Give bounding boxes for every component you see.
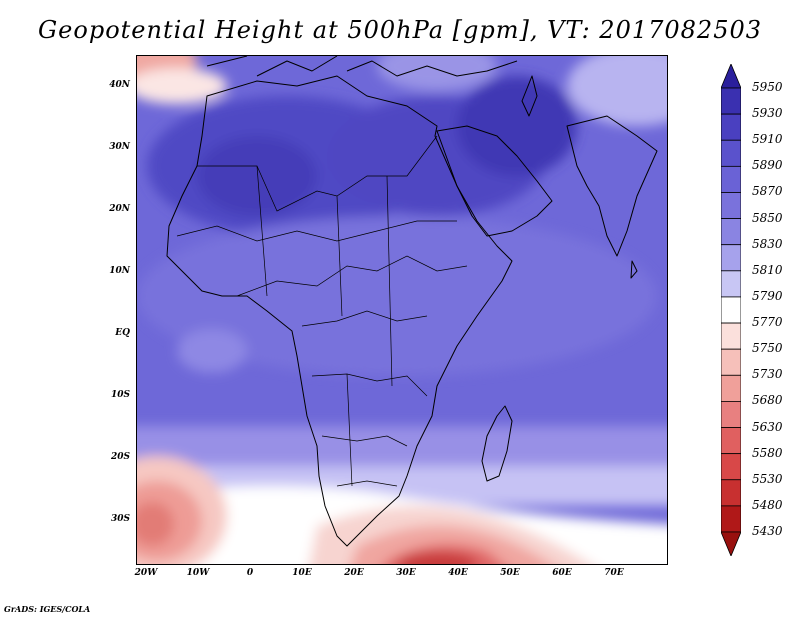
colorbar-label: 5950 xyxy=(752,80,783,94)
lon-tick-10e: 10E xyxy=(292,568,312,578)
lon-tick-40e: 40E xyxy=(448,568,468,578)
border-equator xyxy=(301,310,428,327)
africa-outline xyxy=(166,75,513,547)
colorbar-label: 5850 xyxy=(752,210,783,225)
colorbar-swatch xyxy=(721,479,741,507)
s-trough-center xyxy=(397,552,477,564)
colorbar-label: 5870 xyxy=(752,184,783,199)
colorbar-label: 5750 xyxy=(752,341,783,356)
arabia-outline xyxy=(436,125,553,237)
srilanka-outline xyxy=(630,260,638,279)
colorbar-swatch xyxy=(721,87,741,115)
colorbar-label: 5530 xyxy=(752,471,783,486)
colorbar-swatch xyxy=(721,113,741,141)
lon-tick-20e: 20E xyxy=(344,568,364,578)
coastlines xyxy=(166,56,658,547)
colorbar-label: 5430 xyxy=(752,524,783,538)
colorbar-swatch xyxy=(721,401,741,428)
colorbar-swatch xyxy=(721,427,741,455)
colorbar xyxy=(721,64,741,556)
border-vertical xyxy=(256,165,393,487)
lat-tick-20n: 20N xyxy=(109,204,130,214)
lat-tick-30s: 30S xyxy=(110,514,130,524)
nw-low-edge xyxy=(137,68,227,104)
colorbar-label: 5580 xyxy=(752,445,783,460)
lon-tick-20w: 20W xyxy=(134,568,158,578)
colorbar-label: 5770 xyxy=(752,315,783,330)
colorbar-label: 5630 xyxy=(752,419,783,434)
colorbar-label: 5890 xyxy=(752,158,783,173)
lon-tick-50e: 50E xyxy=(500,568,520,578)
colorbar-label: 5810 xyxy=(752,262,783,277)
lat-tick-eq: EQ xyxy=(115,328,130,338)
colorbar-label: 5730 xyxy=(752,367,783,382)
map-title: Geopotential Height at 500hPa [gpm], VT:… xyxy=(38,16,762,44)
lon-tick-30e: 30E xyxy=(396,568,416,578)
lat-tick-10n: 10N xyxy=(109,266,130,276)
india-outline xyxy=(566,115,658,257)
geopotential-field-map xyxy=(137,56,667,564)
gulf-low xyxy=(177,329,247,373)
grads-credit: GrADS: IGES/COLA xyxy=(4,604,91,614)
lat-tick-40n: 40N xyxy=(109,80,130,90)
border-north xyxy=(197,135,438,212)
colorbar-swatch xyxy=(721,270,741,298)
sw-low-core xyxy=(137,502,174,546)
lat-tick-20s: 20S xyxy=(110,452,130,462)
lon-tick-70e: 70E xyxy=(604,568,624,578)
colorbar-label: 5680 xyxy=(752,393,783,408)
colorbar-label: 5830 xyxy=(752,236,783,251)
map-panel xyxy=(136,55,668,565)
colorbar-swatch xyxy=(721,322,741,350)
colorbar-swatch xyxy=(721,218,741,246)
core-high xyxy=(197,136,317,216)
colorbar-top-arrow xyxy=(721,64,741,89)
colorbar-label: 5790 xyxy=(752,288,783,303)
colorbar-swatch xyxy=(721,453,741,481)
lat-tick-30n: 30N xyxy=(109,142,130,152)
colorbar-swatch xyxy=(721,374,741,402)
europe-outline xyxy=(206,56,518,77)
colorbar-swatch xyxy=(721,192,741,219)
colorbar-swatches xyxy=(721,64,741,556)
ne-ridge xyxy=(567,56,667,126)
colorbar-label: 5480 xyxy=(752,497,783,512)
colorbar-swatch xyxy=(721,348,741,376)
colorbar-label: 5930 xyxy=(752,106,783,121)
colorbar-label: 5910 xyxy=(752,132,783,147)
madagascar-outline xyxy=(481,405,513,482)
colorbar-swatch xyxy=(721,296,741,324)
border-south xyxy=(311,373,428,487)
caspian-outline xyxy=(521,75,538,117)
colorbar-swatch xyxy=(721,244,741,272)
country-borders xyxy=(176,135,468,487)
lon-tick-0: 0 xyxy=(246,568,254,578)
border-sahel xyxy=(176,220,457,242)
lat-tick-10s: 10S xyxy=(110,390,130,400)
tropical-band xyxy=(137,216,657,376)
colorbar-swatch xyxy=(721,505,741,533)
border-central xyxy=(236,255,468,297)
colorbar-swatch xyxy=(721,165,741,193)
med-lower xyxy=(377,56,497,91)
lon-tick-60e: 60E xyxy=(552,568,572,578)
colorbar-swatch xyxy=(721,139,741,167)
iran-high xyxy=(457,76,577,176)
lon-tick-10w: 10W xyxy=(186,568,210,578)
colorbar-bottom-arrow xyxy=(721,531,741,556)
